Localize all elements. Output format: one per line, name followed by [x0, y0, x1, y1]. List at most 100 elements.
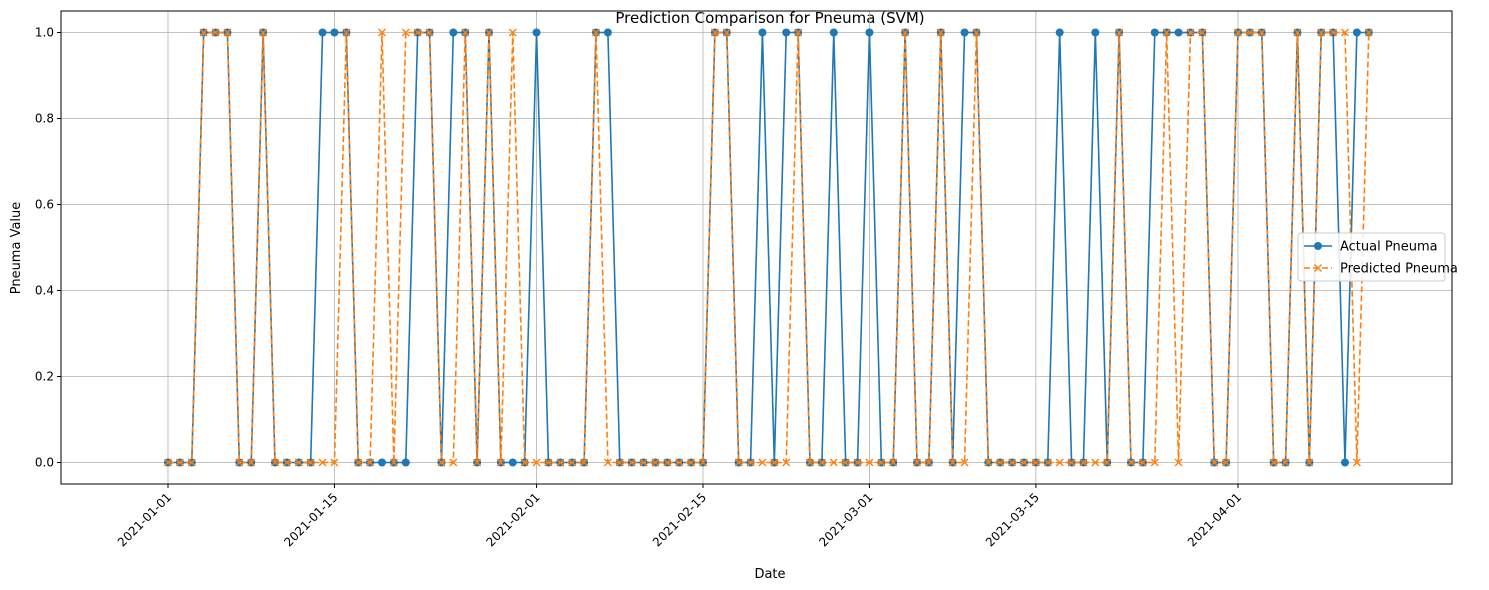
y-axis: 0.0 0.2 0.4 0.6 0.8 1.0	[35, 26, 61, 470]
data-point	[485, 28, 493, 37]
data-point	[1364, 28, 1373, 37]
data-point	[1245, 28, 1254, 37]
series-line	[168, 31, 1370, 464]
data-point	[841, 458, 850, 467]
data-point	[1091, 28, 1100, 37]
y-tick-label: 0.8	[35, 112, 54, 126]
data-point	[806, 458, 814, 467]
data-point	[532, 28, 541, 37]
data-point	[1103, 458, 1112, 467]
legend-marker	[1314, 242, 1322, 250]
data-point	[223, 28, 232, 37]
legend-item: Actual Pneuma	[1304, 240, 1438, 255]
data-point	[1091, 458, 1100, 467]
data-point	[1115, 28, 1124, 37]
data-point	[710, 28, 719, 37]
data-point	[627, 458, 636, 467]
data-point	[413, 28, 422, 37]
data-point	[1186, 28, 1195, 37]
data-point	[1174, 458, 1183, 467]
data-point	[663, 458, 672, 467]
data-point	[330, 28, 339, 37]
data-point	[770, 458, 779, 467]
y-tick-label: 0.6	[35, 198, 54, 212]
data-point	[1043, 458, 1052, 467]
data-point	[1079, 458, 1088, 467]
data-point	[901, 28, 910, 37]
data-point	[687, 458, 696, 467]
data-point	[865, 458, 874, 467]
x-tick-label: 2021-03-01	[816, 490, 875, 549]
data-point	[1210, 458, 1219, 467]
data-point	[378, 28, 386, 37]
data-point	[1162, 28, 1171, 37]
data-point	[758, 28, 767, 37]
y-tick-label: 0.4	[35, 284, 54, 298]
data-point	[461, 28, 470, 37]
data-point	[354, 458, 363, 467]
data-point	[1257, 28, 1266, 37]
data-point	[342, 28, 351, 37]
data-point	[318, 28, 327, 37]
x-tick-label: 2021-01-15	[281, 490, 340, 549]
data-point	[675, 458, 684, 467]
data-point	[1150, 458, 1159, 467]
data-point	[817, 458, 826, 467]
data-point	[794, 28, 803, 37]
data-point	[556, 458, 565, 467]
data-point	[1067, 458, 1076, 467]
legend-label: Predicted Pneuma	[1340, 262, 1458, 277]
series-predicted	[164, 28, 1373, 467]
data-point	[1055, 458, 1064, 467]
data-point	[1269, 458, 1278, 467]
legend-marker	[1314, 264, 1322, 272]
x-axis: 2021-01-01 2021-01-15 2021-02-01 2021-02-15…	[115, 484, 1244, 549]
data-point	[259, 28, 268, 37]
data-point	[282, 458, 291, 467]
data-point	[639, 458, 648, 467]
data-point	[580, 458, 589, 467]
data-point	[544, 458, 553, 467]
data-point	[865, 28, 874, 37]
grid	[61, 11, 1452, 484]
legend-box	[1297, 232, 1446, 282]
data-point	[603, 458, 612, 467]
data-point	[330, 458, 339, 467]
data-point	[782, 28, 791, 37]
data-point	[936, 28, 945, 37]
data-point	[1055, 28, 1064, 37]
series-layer	[164, 28, 1373, 467]
data-point	[913, 458, 921, 467]
y-tick-label: 0.0	[35, 456, 54, 470]
data-point	[782, 458, 791, 467]
data-point	[1281, 458, 1290, 467]
data-point	[247, 458, 256, 467]
data-point	[306, 458, 315, 467]
legend: Actual Pneuma Predicted Pneuma	[1297, 232, 1458, 282]
data-point	[615, 458, 624, 467]
data-point	[437, 458, 446, 467]
data-point	[473, 458, 482, 467]
data-point	[972, 28, 981, 37]
data-point	[960, 458, 969, 467]
data-point	[1352, 458, 1361, 467]
data-point	[984, 458, 993, 467]
data-point	[508, 28, 517, 37]
data-point	[1020, 458, 1028, 467]
data-point	[449, 458, 458, 467]
y-tick-label: 0.2	[35, 370, 54, 384]
data-point	[1198, 28, 1207, 37]
data-point	[758, 458, 767, 467]
x-tick-label: 2021-01-01	[115, 490, 174, 549]
data-point	[532, 458, 541, 467]
data-point	[1352, 28, 1361, 37]
data-point	[318, 458, 327, 467]
data-point	[1317, 28, 1326, 37]
data-point	[520, 458, 529, 467]
data-point	[1305, 458, 1314, 467]
data-point	[1174, 28, 1183, 37]
data-point	[496, 458, 505, 467]
data-point	[960, 28, 969, 37]
data-point	[271, 458, 279, 467]
data-point	[877, 458, 886, 467]
